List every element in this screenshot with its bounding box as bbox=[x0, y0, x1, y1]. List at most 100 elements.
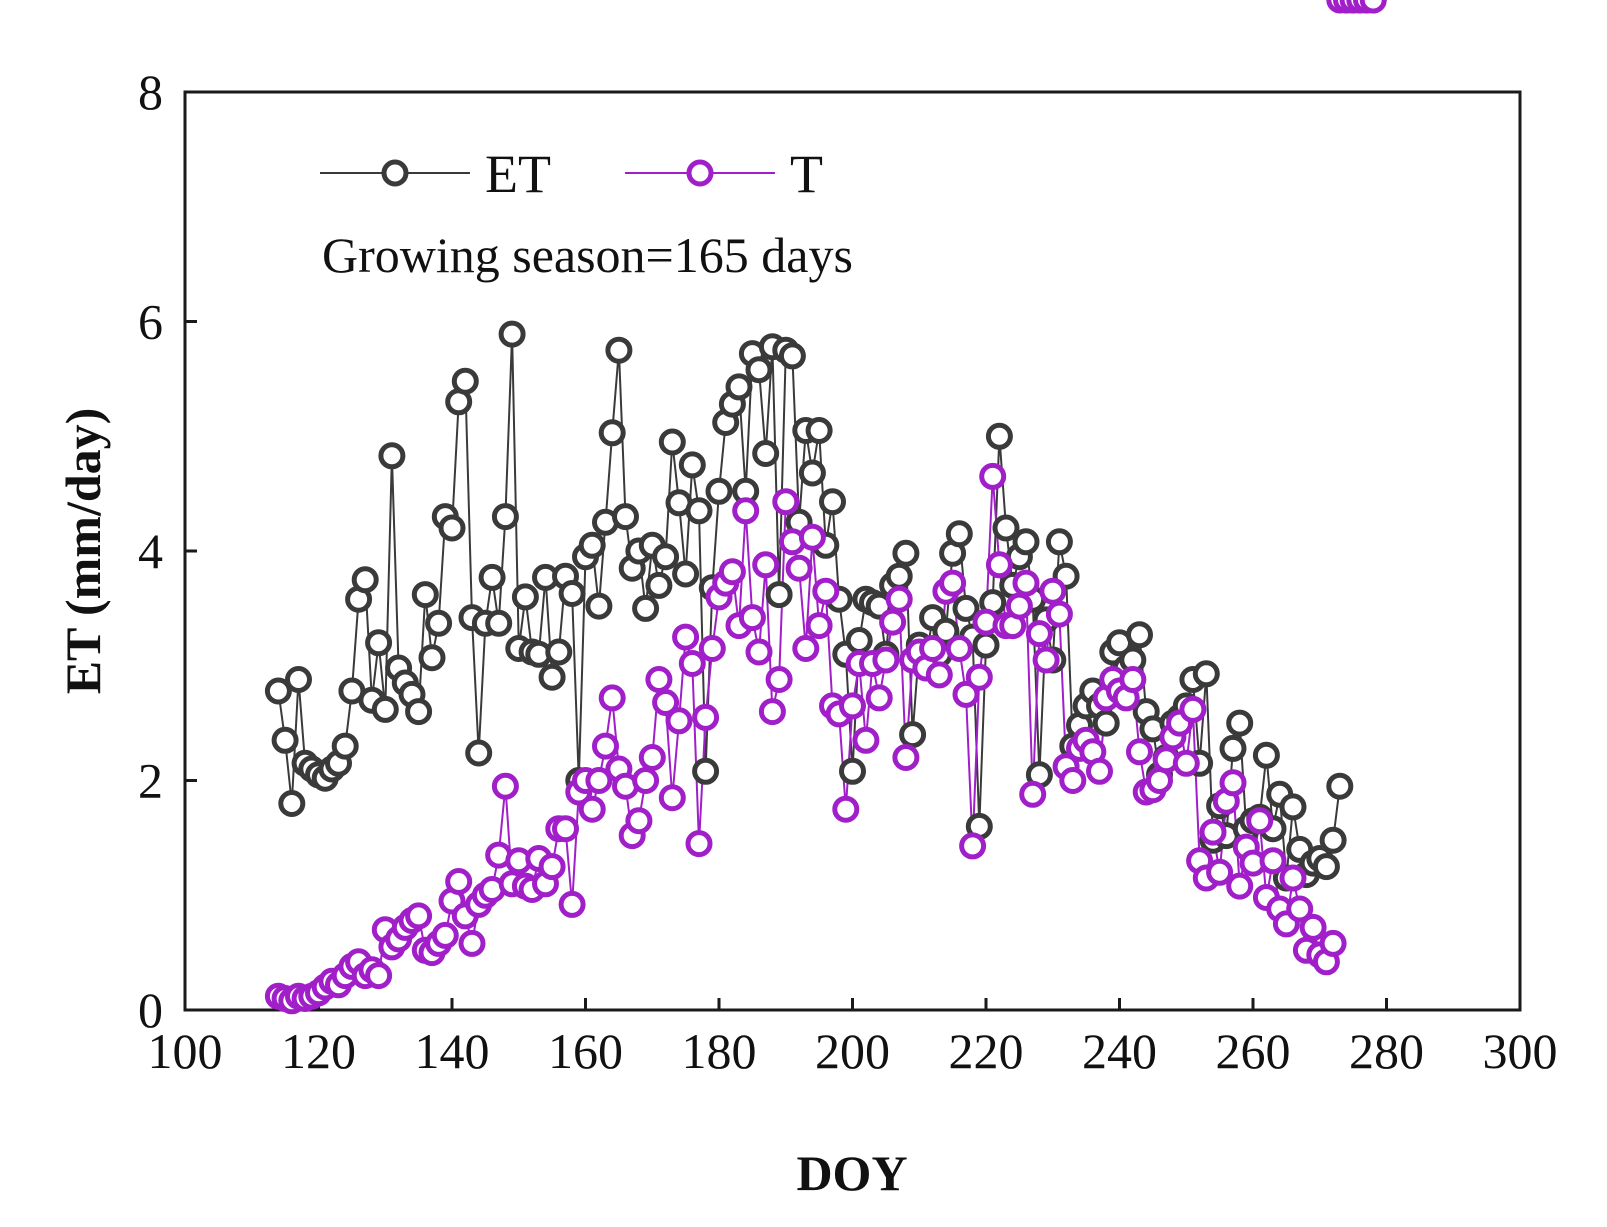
y-tick-label: 6 bbox=[138, 294, 163, 350]
x-tick-label: 260 bbox=[1216, 1023, 1291, 1079]
data-point-et bbox=[264, 677, 292, 705]
data-point-t bbox=[658, 784, 686, 812]
legend-item-t: T bbox=[625, 144, 823, 204]
data-point-t bbox=[1126, 738, 1153, 766]
data-point-et bbox=[765, 581, 793, 609]
data-point-et bbox=[585, 592, 613, 620]
data-point-et bbox=[892, 539, 920, 567]
data-point-t bbox=[872, 646, 900, 674]
data-point-t bbox=[632, 767, 660, 794]
data-point-et bbox=[285, 666, 312, 693]
data-point-t bbox=[365, 962, 393, 990]
legend-item-et: ET bbox=[320, 144, 551, 204]
data-point-t bbox=[765, 666, 793, 693]
data-point-et bbox=[545, 638, 573, 666]
data-point-t bbox=[718, 558, 746, 586]
data-point-t bbox=[852, 726, 880, 754]
data-point-et bbox=[945, 520, 973, 548]
data-point-et bbox=[451, 367, 479, 395]
data-point-et bbox=[899, 721, 927, 749]
y-tick-label: 4 bbox=[138, 523, 163, 579]
data-point-t bbox=[652, 689, 680, 716]
data-point-et bbox=[885, 562, 913, 590]
data-point-et bbox=[538, 663, 566, 691]
data-point-et bbox=[418, 644, 446, 672]
data-point-t bbox=[1172, 749, 1200, 777]
data-point-et bbox=[605, 336, 633, 364]
y-tick-label: 2 bbox=[138, 753, 163, 809]
data-point-t bbox=[732, 497, 760, 525]
data-point-t bbox=[965, 663, 993, 691]
data-point-et bbox=[1279, 793, 1307, 821]
data-point-et bbox=[985, 422, 1013, 450]
x-axis-title: DOY bbox=[796, 1145, 907, 1201]
data-point-t bbox=[405, 902, 433, 930]
x-tick-label: 220 bbox=[949, 1023, 1024, 1079]
data-point-t bbox=[1246, 807, 1274, 835]
data-point-t bbox=[592, 732, 619, 760]
data-point-t bbox=[879, 608, 907, 636]
data-point-et bbox=[645, 571, 673, 599]
data-point-t bbox=[445, 868, 473, 895]
data-point-et bbox=[378, 442, 406, 470]
data-point-et bbox=[992, 514, 1020, 542]
data-point-t bbox=[1219, 769, 1247, 797]
data-point-et bbox=[1319, 826, 1347, 854]
data-point-et bbox=[405, 698, 433, 726]
data-point-et bbox=[612, 503, 639, 531]
data-point-et bbox=[425, 609, 453, 637]
data-point-t bbox=[585, 767, 613, 794]
data-point-et bbox=[845, 627, 873, 654]
data-point-t bbox=[692, 703, 720, 731]
data-point-et bbox=[952, 594, 980, 622]
data-point-t bbox=[1039, 577, 1067, 605]
data-point-t bbox=[598, 684, 626, 712]
data-point-t bbox=[925, 661, 953, 689]
y-tick-label: 0 bbox=[138, 982, 163, 1038]
data-point-t bbox=[1299, 913, 1327, 941]
data-point-t bbox=[672, 623, 700, 651]
data-point-et bbox=[672, 560, 700, 588]
legend: ET T bbox=[320, 144, 823, 204]
data-point-t bbox=[952, 680, 980, 708]
data-point-et bbox=[438, 514, 466, 542]
data-point-t bbox=[698, 635, 726, 662]
data-point-t bbox=[785, 554, 813, 582]
data-point-et bbox=[1226, 709, 1254, 737]
data-point-et bbox=[498, 320, 526, 348]
data-point-t bbox=[939, 569, 967, 597]
data-point-et bbox=[778, 342, 806, 370]
data-point-et bbox=[271, 726, 299, 754]
data-point-t bbox=[678, 650, 706, 677]
data-point-t bbox=[892, 744, 920, 771]
data-point-et bbox=[511, 583, 539, 611]
data-point-t bbox=[552, 815, 579, 843]
data-point-et bbox=[278, 790, 306, 817]
data-point-et bbox=[1126, 621, 1153, 649]
data-point-et bbox=[411, 581, 439, 609]
data-point-et bbox=[491, 503, 519, 531]
data-point-t bbox=[945, 635, 973, 662]
data-point-t bbox=[832, 795, 860, 823]
data-point-et bbox=[1252, 741, 1280, 769]
data-point-et bbox=[1312, 853, 1340, 881]
data-point-t bbox=[558, 890, 586, 918]
data-point-t bbox=[792, 635, 820, 662]
data-point-et bbox=[351, 566, 379, 594]
data-point-t bbox=[1199, 818, 1227, 846]
data-point-t bbox=[538, 853, 566, 881]
data-point-t bbox=[885, 585, 913, 613]
data-point-t bbox=[798, 523, 826, 551]
data-point-et bbox=[465, 739, 493, 767]
data-point-et bbox=[1219, 734, 1247, 762]
data-point-t bbox=[1179, 695, 1207, 723]
data-point-t bbox=[491, 772, 519, 800]
data-point-t bbox=[1019, 780, 1047, 808]
data-point-t bbox=[758, 698, 786, 726]
data-point-t bbox=[979, 462, 1007, 490]
data-point-et bbox=[805, 417, 833, 444]
data-point-et bbox=[678, 451, 706, 479]
data-point-t bbox=[1226, 872, 1254, 900]
